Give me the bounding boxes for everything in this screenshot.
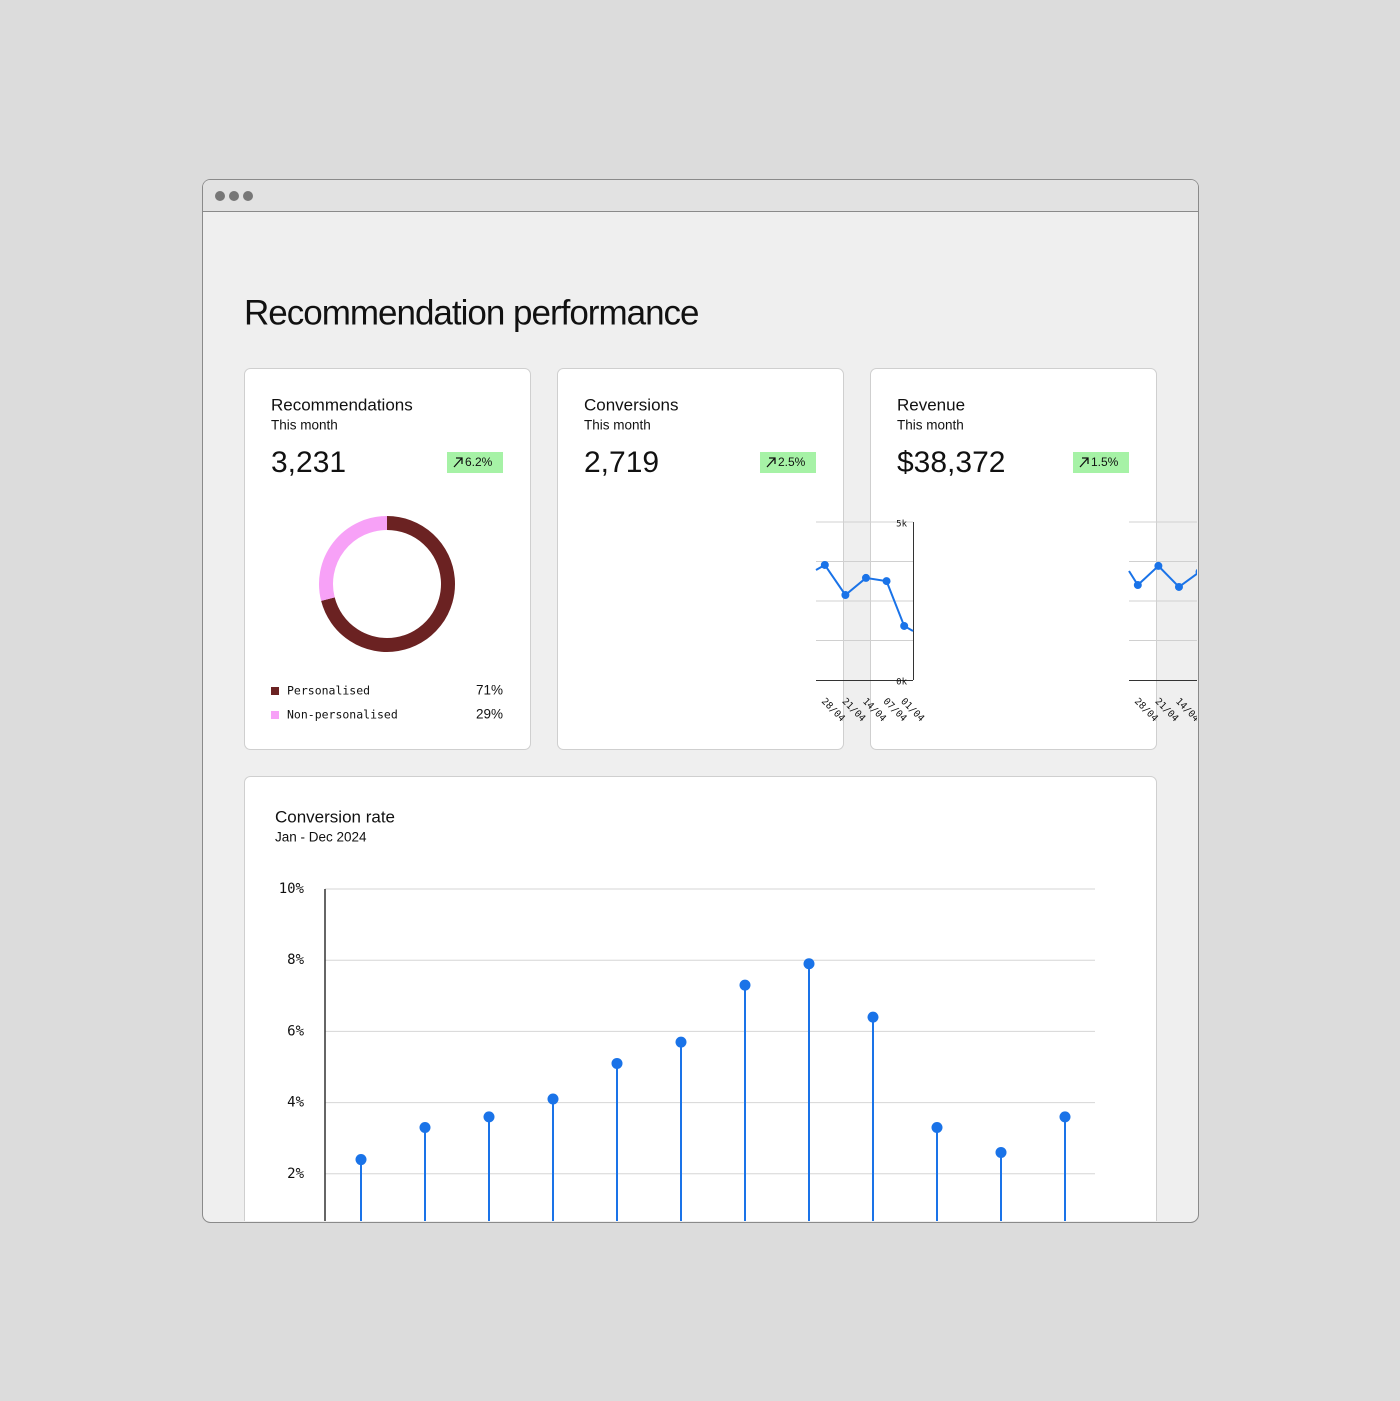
- window-dot[interactable]: [229, 191, 239, 201]
- title-bar: [203, 180, 1198, 211]
- legend-label: Personalised: [287, 684, 370, 698]
- legend-value: 71%: [476, 683, 503, 698]
- legend-value: 29%: [476, 707, 503, 722]
- panel: [244, 776, 1157, 1221]
- window-dot[interactable]: [243, 191, 253, 201]
- arrow-icon: [766, 457, 776, 468]
- data-point: [1174, 582, 1183, 591]
- change-badge: [447, 452, 503, 473]
- y-tick-label: 0k: [1209, 678, 1220, 688]
- change-value: 2.5%: [778, 455, 806, 469]
- data-point: [882, 577, 891, 586]
- card-subtitle: This month: [897, 418, 964, 433]
- data-point: [1213, 582, 1221, 590]
- card-title: Revenue: [897, 395, 965, 414]
- y-tick-label: 5k: [896, 520, 907, 530]
- change-badge: [760, 452, 816, 473]
- y-tick-label: 8%: [287, 952, 304, 968]
- content: Recommendation performance Recommendatio…: [244, 293, 1239, 1221]
- data-point: [1059, 1111, 1071, 1123]
- panel-title: Conversion rate: [275, 807, 395, 826]
- legend-swatch: [271, 711, 279, 719]
- data-point: [867, 1011, 879, 1023]
- change-badge: [1073, 452, 1129, 473]
- legend-label: Non-personalised: [287, 708, 398, 722]
- y-tick-label: 0k: [896, 678, 907, 688]
- data-point: [1195, 568, 1197, 576]
- card-title: Recommendations: [271, 395, 413, 414]
- data-point: [547, 1093, 559, 1105]
- data-point: [1133, 581, 1142, 590]
- data-point: [820, 560, 829, 569]
- change-value: 6.2%: [465, 455, 493, 469]
- data-point: [1154, 561, 1163, 570]
- legend-swatch: [271, 687, 279, 695]
- x-tick-label: 01/04: [1211, 696, 1239, 724]
- data-point: [355, 1154, 367, 1166]
- panel-subtitle: Jan - Dec 2024: [275, 830, 367, 845]
- data-point: [931, 1122, 943, 1134]
- donut-segment: [319, 516, 388, 601]
- page-title: Recommendation performance: [244, 293, 699, 332]
- arrow-icon: [1079, 457, 1089, 468]
- card-title: Conversions: [584, 395, 679, 414]
- card-value: 2,719: [584, 446, 659, 479]
- donut-segment: [321, 516, 455, 652]
- data-point: [739, 979, 751, 991]
- data-point: [611, 1057, 623, 1069]
- data-point: [995, 1146, 1007, 1158]
- data-point: [483, 1111, 495, 1123]
- card-value: 3,231: [271, 446, 346, 479]
- arrow-icon: [453, 457, 463, 468]
- y-tick-label: 100k: [1198, 520, 1220, 530]
- card-subtitle: This month: [584, 418, 651, 433]
- data-point: [900, 621, 909, 630]
- card-subtitle: This month: [271, 418, 338, 433]
- data-point: [841, 590, 850, 599]
- y-tick-label: 4%: [287, 1095, 304, 1111]
- card-value: $38,372: [897, 446, 1005, 479]
- y-tick-label: 6%: [287, 1023, 304, 1039]
- data-point: [861, 573, 870, 582]
- y-tick-label: 10%: [279, 881, 305, 897]
- change-value: 1.5%: [1091, 455, 1119, 469]
- window-dot[interactable]: [215, 191, 225, 201]
- data-point: [419, 1122, 431, 1134]
- y-tick-label: 2%: [287, 1166, 304, 1182]
- data-point: [675, 1036, 687, 1048]
- data-point: [803, 958, 815, 970]
